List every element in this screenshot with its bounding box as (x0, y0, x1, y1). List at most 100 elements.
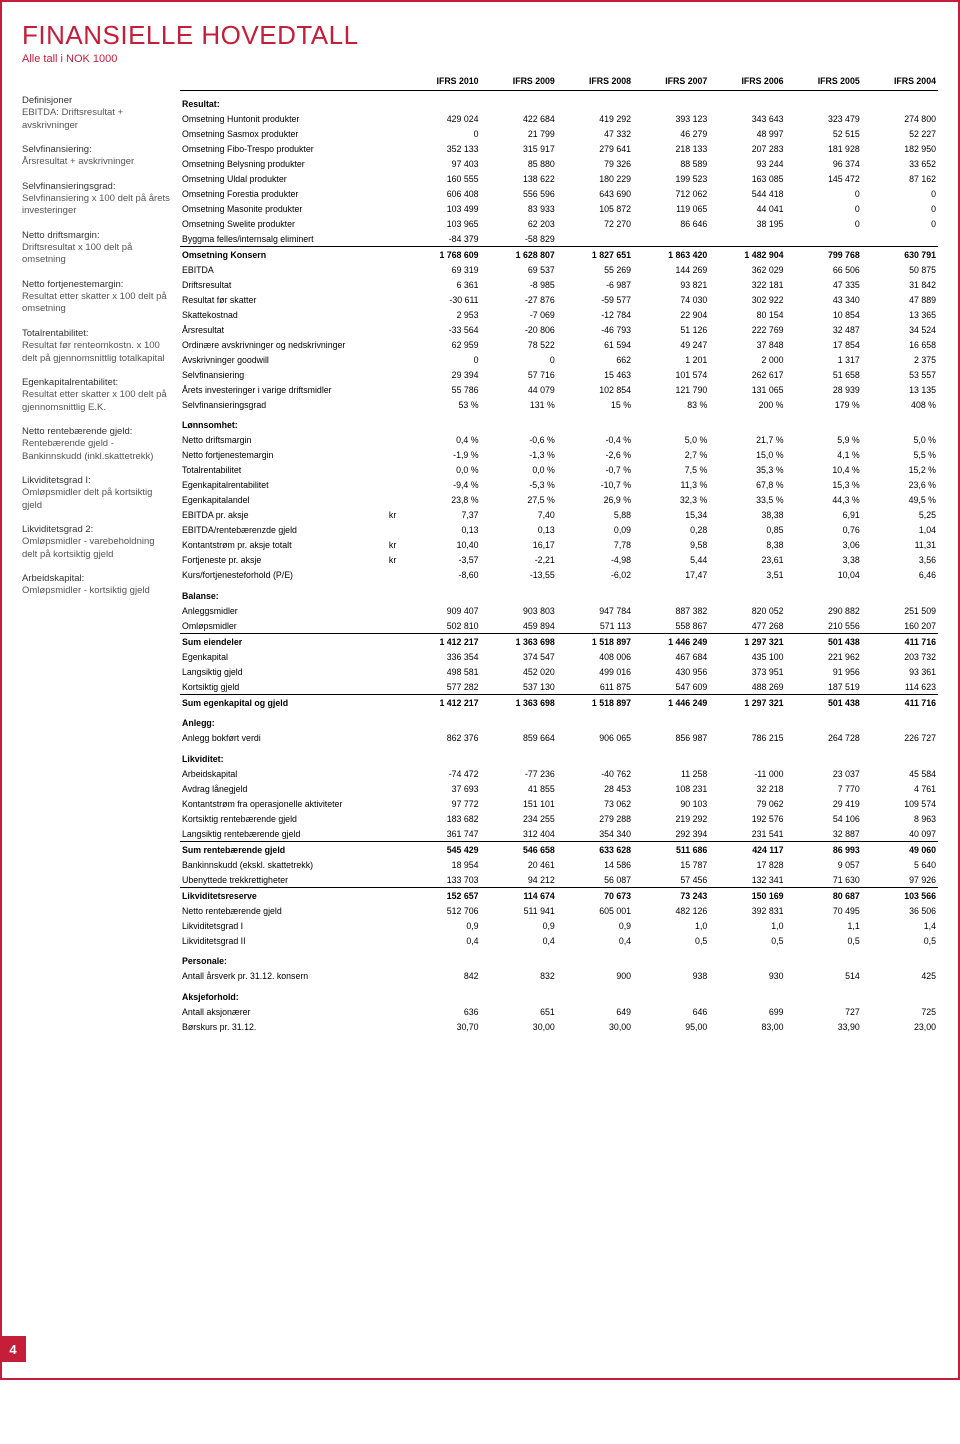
cell-value: 558 867 (633, 618, 709, 634)
cell-value: 32 887 (786, 826, 862, 842)
table-row: Byggma felles/internsalg eliminert-84 37… (180, 231, 938, 247)
cell-value: 144 269 (633, 262, 709, 277)
cell-value: 73 062 (557, 796, 633, 811)
cell-value: 7,78 (557, 538, 633, 553)
definition-term: Selvfinansieringsgrad: (22, 181, 170, 193)
cell-value: -7 069 (481, 307, 557, 322)
cell-value: 1 317 (786, 352, 862, 367)
table-row: Skattekostnad2 953-7 069-12 78422 90480 … (180, 307, 938, 322)
row-unit (387, 842, 404, 858)
cell-value: 354 340 (557, 826, 633, 842)
cell-value: -2,6 % (557, 448, 633, 463)
cell-value: 0,28 (633, 523, 709, 538)
cell-value: 187 519 (786, 679, 862, 695)
cell-value: 88 589 (633, 156, 709, 171)
cell-value: -6,02 (557, 568, 633, 583)
cell-value: 262 617 (709, 367, 785, 382)
definition-body: Omløpsmidler - varebeholdning delt på ko… (22, 536, 170, 561)
page-number-badge: 4 (0, 1336, 26, 1362)
col-head: IFRS 2007 (633, 73, 709, 90)
section-head-row: Personale: (180, 948, 938, 969)
cell-value: -77 236 (481, 766, 557, 781)
cell-value: 138 622 (481, 171, 557, 186)
col-head: IFRS 2004 (862, 73, 938, 90)
cell-value: 501 438 (786, 695, 862, 711)
cell-value: -12 784 (557, 307, 633, 322)
definition-block: Likviditetsgrad I:Omløpsmidler delt på k… (22, 475, 170, 512)
cell-value: 10,40 (404, 538, 480, 553)
table-row: Kortsiktig rentebærende gjeld183 682234 … (180, 811, 938, 826)
cell-value: -1,3 % (481, 448, 557, 463)
cell-value (709, 231, 785, 247)
cell-value: 17,47 (633, 568, 709, 583)
cell-value: 906 065 (557, 731, 633, 746)
cell-value: 86 646 (633, 216, 709, 231)
cell-value: 21,7 % (709, 433, 785, 448)
cell-value: -46 793 (557, 322, 633, 337)
cell-value: 131 065 (709, 382, 785, 397)
cell-value: 1,4 (862, 918, 938, 933)
row-label: Netto fortjenestemargin (180, 448, 387, 463)
section-head-row: Aksjeforhold: (180, 984, 938, 1005)
cell-value: 1 297 321 (709, 634, 785, 650)
cell-value: 0,5 (862, 933, 938, 948)
row-label: Likviditetsgrad II (180, 933, 387, 948)
cell-value: 1,0 (633, 918, 709, 933)
cell-value: 221 962 (786, 649, 862, 664)
cell-value: 86 993 (786, 842, 862, 858)
definition-block: Egenkapitalrentabilitet:Resultat etter s… (22, 377, 170, 414)
row-label: Sum eiendeler (180, 634, 387, 650)
cell-value: 3,51 (709, 568, 785, 583)
cell-value: 131 % (481, 397, 557, 412)
row-unit (387, 463, 404, 478)
col-head: IFRS 2009 (481, 73, 557, 90)
cell-value: -0,7 % (557, 463, 633, 478)
cell-value: 53 557 (862, 367, 938, 382)
cell-value: 102 854 (557, 382, 633, 397)
cell-value: 114 674 (481, 888, 557, 904)
definition-body: Omløpsmidler - kortsiktig gjeld (22, 585, 170, 597)
table-row: Antall årsverk pr. 31.12. konsern8428329… (180, 969, 938, 984)
cell-value: 315 917 (481, 141, 557, 156)
cell-value: 47 889 (862, 292, 938, 307)
cell-value: 0 (481, 352, 557, 367)
cell-value: 97 772 (404, 796, 480, 811)
cell-value: 93 244 (709, 156, 785, 171)
table-row: Omsetning Huntonit produkter429 024422 6… (180, 111, 938, 126)
cell-value: 74 030 (633, 292, 709, 307)
table-row: Netto driftsmargin0,4 %-0,6 %-0,4 %5,0 %… (180, 433, 938, 448)
cell-value: 611 875 (557, 679, 633, 695)
cell-value: 251 509 (862, 603, 938, 618)
cell-value: 1 446 249 (633, 695, 709, 711)
cell-value: 323 479 (786, 111, 862, 126)
cell-value: -10,7 % (557, 478, 633, 493)
cell-value: 51 126 (633, 322, 709, 337)
cell-value: 119 065 (633, 201, 709, 216)
cell-value: 0 (786, 186, 862, 201)
cell-value: 200 % (709, 397, 785, 412)
cell-value: 0,0 % (481, 463, 557, 478)
definition-term: Likviditetsgrad 2: (22, 524, 170, 536)
section-heading: Balanse: (180, 583, 938, 604)
cell-value: 2 000 (709, 352, 785, 367)
table-row: Arbeidskapital-74 472-77 236-40 76211 25… (180, 766, 938, 781)
definitions-sidebar: DefinisjonerEBITDA: Driftsresultat + avs… (22, 73, 170, 1034)
cell-value: 37 693 (404, 781, 480, 796)
table-row: Egenkapitalrentabilitet-9,4 %-5,3 %-10,7… (180, 478, 938, 493)
row-unit (387, 141, 404, 156)
row-label: Anleggsmidler (180, 603, 387, 618)
cell-value: 15 787 (633, 857, 709, 872)
cell-value: 210 556 (786, 618, 862, 634)
cell-value (633, 231, 709, 247)
page-title: FINANSIELLE HOVEDTALL (22, 20, 938, 51)
cell-value: 0 (786, 201, 862, 216)
definition-block: Selvfinansieringsgrad:Selvfinansiering x… (22, 181, 170, 218)
cell-value: 21 799 (481, 126, 557, 141)
cell-value: 5 640 (862, 857, 938, 872)
row-label: Bankinnskudd (ekskl. skattetrekk) (180, 857, 387, 872)
row-unit (387, 216, 404, 231)
cell-value: 393 123 (633, 111, 709, 126)
cell-value: 0,5 (633, 933, 709, 948)
cell-value: 302 922 (709, 292, 785, 307)
row-label: Kontantstrøm fra operasjonelle aktivitet… (180, 796, 387, 811)
